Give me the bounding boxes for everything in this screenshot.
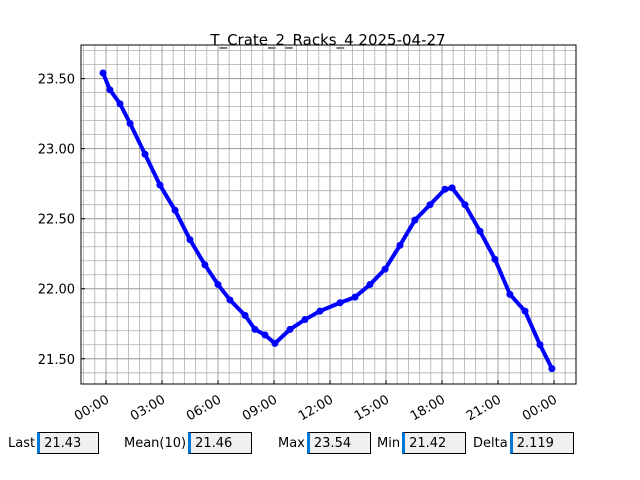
data-point [201,261,209,269]
x-tick-label: 00:00 [72,392,112,424]
field-label: Min [377,435,401,451]
data-point [506,290,514,298]
y-tick-label: 23.50 [38,73,75,88]
data-point [461,201,469,209]
data-point [271,339,279,347]
data-point [141,150,149,158]
y-tick-label: 21.50 [38,353,75,368]
data-point [116,100,124,108]
field-value: 21.46 [188,432,253,454]
x-tick-label: 12:00 [296,392,336,424]
y-tick-label: 22.00 [38,283,75,298]
data-point [171,206,179,214]
data-point [126,119,134,127]
data-point [411,216,419,224]
data-point [366,281,374,289]
x-tick-label: 15:00 [352,392,392,424]
status-field: Last 21.43 [8,432,100,454]
x-tick-label: 09:00 [240,392,280,424]
status-field: Delta 2.119 [473,432,574,454]
status-field: Mean(10) 21.46 [124,432,253,454]
x-tick-label: 06:00 [184,392,224,424]
status-field: Min 21.42 [377,432,467,454]
data-point [186,236,194,244]
data-point [548,365,556,373]
data-point [286,325,294,333]
field-label: Last [8,435,36,451]
field-value: 23.54 [306,432,371,454]
x-tick-label: 03:00 [128,392,168,424]
data-point [156,181,164,189]
y-tick-label: 23.00 [38,143,75,158]
data-point [536,341,544,349]
data-point [351,293,359,301]
data-point [448,184,456,192]
data-point [396,241,404,249]
data-point [99,69,107,77]
data-point [316,307,324,315]
data-point [301,316,309,324]
data-point [261,331,269,339]
data-point [426,201,434,209]
field-label: Mean(10) [124,435,187,451]
x-tick-label: 18:00 [408,392,448,424]
field-value: 21.43 [37,432,100,454]
x-tick-label: 00:00 [520,392,560,424]
data-point [251,325,259,333]
chart: T_Crate_2_Racks_4 2025-04-27 21.50 22.00 2… [38,31,577,424]
chart-title: T_Crate_2_Racks_4 2025-04-27 [209,31,445,50]
plot-frame [80,44,577,385]
data-point [381,265,389,273]
data-point [491,255,499,263]
field-label: Max [278,435,305,451]
x-tick-label: 21:00 [464,392,504,424]
field-label: Delta [473,435,508,451]
data-point [521,307,529,315]
data-point [214,281,222,289]
y-tick-label: 22.50 [38,213,75,228]
data-point [336,299,344,307]
data-point [241,311,249,319]
field-value: 2.119 [509,432,574,454]
data-point [476,227,484,235]
data-point [226,296,234,304]
data-point [441,185,449,193]
data-line [101,72,554,370]
status-bar: Last 21.43 Mean(10) 21.46 Max 23.54 Min 21.42 De… [0,430,640,460]
field-value: 21.42 [402,432,467,454]
status-field: Max 23.54 [278,432,371,454]
data-point [106,86,114,94]
